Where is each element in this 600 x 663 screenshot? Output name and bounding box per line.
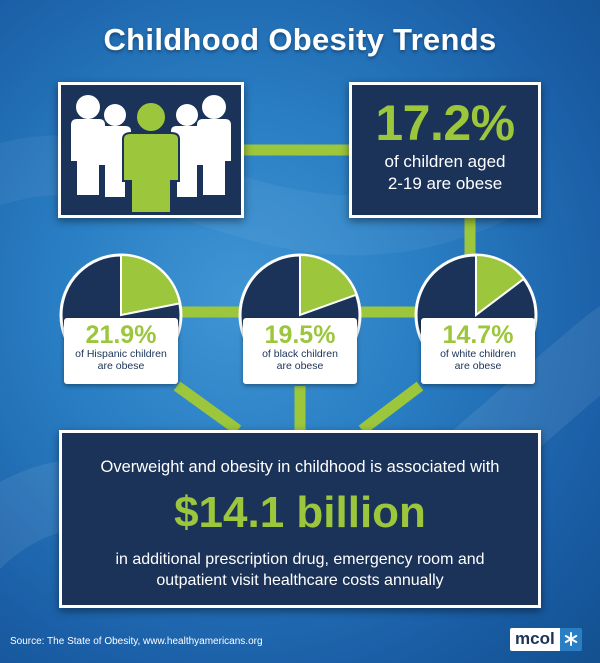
label-hispanic: 21.9% of Hispanic children are obese xyxy=(64,318,178,384)
cost-amount: $14.1 billion xyxy=(174,488,426,537)
cost-panel: Overweight and obesity in childhood is a… xyxy=(59,430,541,608)
black-percentage: 19.5% xyxy=(264,321,336,349)
pie-slice-obese xyxy=(299,253,358,317)
white-percentage: 14.7% xyxy=(442,321,514,349)
label-black: 19.5% of black children are obese xyxy=(243,318,357,384)
pie-slice-obese xyxy=(120,253,182,317)
mcol-logo: mcol xyxy=(510,627,582,651)
overall-percentage: 17.2% xyxy=(375,95,515,151)
cost-intro: Overweight and obesity in childhood is a… xyxy=(100,458,500,476)
page-title: Childhood Obesity Trends xyxy=(103,22,497,57)
label-white: 14.7% of white children are obese xyxy=(421,318,535,384)
cost-detail-1: in additional prescription drug, emergen… xyxy=(115,551,485,568)
white-line-1: of white children xyxy=(440,348,516,360)
people-panel xyxy=(58,82,244,218)
snowflake-icon xyxy=(559,627,582,651)
white-line-2: are obese xyxy=(454,360,502,372)
hispanic-line-2: are obese xyxy=(97,360,145,372)
people-group-icon xyxy=(71,95,231,214)
pie-slice-obese xyxy=(475,253,526,318)
overall-line-1: of children aged xyxy=(384,152,506,171)
hispanic-percentage: 21.9% xyxy=(85,321,157,349)
logo-text: mcol xyxy=(510,627,560,651)
overall-line-2: 2-19 are obese xyxy=(387,174,503,193)
source-citation: Source: The State of Obesity, www.health… xyxy=(10,636,263,647)
overall-stat-panel: 17.2% of children aged 2-19 are obese xyxy=(349,82,541,218)
black-line-2: are obese xyxy=(276,360,324,372)
hispanic-line-1: of Hispanic children xyxy=(75,348,167,360)
cost-detail-2: outpatient visit healthcare costs annual… xyxy=(156,572,444,589)
black-line-1: of black children xyxy=(262,348,338,360)
